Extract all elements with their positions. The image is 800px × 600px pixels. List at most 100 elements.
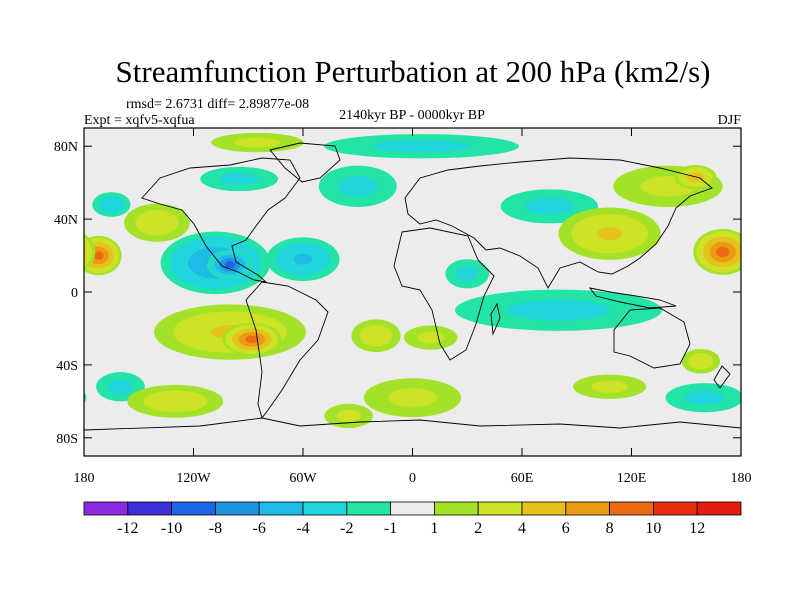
contour-band — [388, 387, 437, 408]
contour-band — [84, 392, 87, 403]
contour-band — [456, 266, 479, 282]
colorbar-label: -12 — [117, 520, 138, 537]
colorbar-swatch — [83, 501, 129, 516]
anomaly-cell-8 — [403, 325, 458, 350]
colorbar-label: -1 — [384, 520, 397, 537]
colorbar-swatch — [653, 501, 698, 516]
coast-north-america — [141, 157, 301, 283]
x-tick-label: 60W — [289, 471, 317, 486]
anomaly-cell-11 — [363, 378, 462, 418]
contour-band — [525, 197, 574, 215]
contour-band — [84, 237, 93, 267]
colorbar: -12 -10 -8 -6 -4 -2 -1 1 2 4 6 8 10 12 — [83, 501, 742, 537]
colorbar-swatch — [214, 501, 260, 516]
contour-band — [338, 175, 378, 197]
anomaly-cell-14 — [92, 192, 131, 217]
coast-south-america — [245, 281, 329, 419]
y-tick-label: 80N — [54, 140, 78, 155]
contour-band — [135, 210, 179, 236]
coast-australia — [613, 307, 691, 369]
contour-band — [596, 227, 623, 241]
colorbar-swatch — [565, 501, 610, 516]
contour-band — [372, 140, 471, 153]
colorbar-swatch — [696, 501, 742, 516]
y-tick-label: 0 — [71, 286, 78, 301]
colorbar-label: -8 — [209, 520, 222, 537]
colorbar-label: 8 — [606, 520, 614, 537]
colorbar-swatch — [346, 501, 391, 516]
anomaly-cell-9 — [84, 383, 741, 413]
coast-antarctica — [84, 417, 741, 431]
contour-band — [359, 324, 393, 347]
coast-new-zealand — [713, 365, 731, 389]
contour-band — [84, 246, 86, 258]
x-tick-label: 60E — [511, 471, 534, 486]
colorbar-label: -2 — [340, 520, 353, 537]
colorbar-label: 6 — [562, 520, 570, 537]
coast-africa — [393, 227, 495, 361]
colorbar-swatch — [433, 501, 479, 516]
contour-band — [219, 172, 259, 186]
season-label: DJF — [718, 113, 742, 128]
anomaly-cell-13 — [573, 374, 647, 399]
contour-band — [93, 251, 104, 260]
axis-ticks: 180 120W 60W 0 60E 120E 180 80N 40N 0 40S 80S — [54, 128, 752, 486]
coast-indonesia — [588, 287, 677, 309]
colorbar-swatch — [302, 501, 348, 516]
contour-band — [224, 261, 236, 268]
contour-band — [417, 331, 445, 344]
anomaly-cell-27 — [222, 322, 282, 356]
colorbar-label: 12 — [689, 520, 705, 537]
x-tick-label: 180 — [731, 471, 752, 486]
colorbar-swatch — [127, 501, 173, 516]
anomaly-cell-0 — [200, 166, 279, 192]
y-tick-label: 40S — [56, 359, 78, 374]
anomaly-cell-18 — [127, 384, 224, 418]
experiment-label: Expt = xqfv5-xqfua — [84, 113, 195, 128]
x-tick-label: 120E — [617, 471, 647, 486]
chart-title: Streamfunction Perturbation at 200 hPa (… — [116, 54, 711, 89]
contour-band — [98, 196, 125, 213]
colorbar-label: 1 — [430, 520, 438, 537]
contour-band — [143, 390, 208, 413]
period-label: 2140kyr BP - 0000kyr BP — [339, 108, 485, 123]
anomaly-cell-3 — [324, 134, 519, 159]
contour-band — [740, 251, 741, 260]
colorbar-swatch — [477, 501, 523, 516]
contour-band — [108, 379, 133, 395]
anomaly-cell-21 — [558, 207, 661, 260]
contour-band — [506, 299, 611, 321]
anomaly-cell-4 — [500, 189, 599, 224]
anomaly-cell-25 — [84, 228, 741, 275]
anomaly-cell-6 — [445, 259, 490, 289]
colorbar-label: 4 — [518, 520, 526, 537]
colorbar-swatch — [521, 501, 567, 516]
colorbar-swatch — [258, 501, 304, 516]
contour-band — [336, 409, 361, 422]
colorbar-swatch — [171, 501, 216, 516]
contour-band — [688, 353, 714, 370]
contour-band — [716, 246, 730, 258]
colorbar-label: -6 — [253, 520, 266, 537]
contour-band — [245, 335, 259, 344]
stats-label: rmsd= 2.6731 diff= 2.89877e-08 — [126, 97, 309, 112]
anomaly-cell-12 — [324, 403, 373, 429]
anomaly-cell-17 — [681, 348, 721, 374]
colorbar-label: -10 — [161, 520, 182, 537]
contour-band — [685, 390, 724, 405]
coast-greenland — [269, 142, 341, 183]
x-tick-label: 120W — [176, 471, 211, 486]
anomaly-cell-2 — [318, 165, 397, 207]
colorbar-label: -4 — [296, 520, 309, 537]
colorbar-label: 10 — [645, 520, 661, 537]
colorbar-swatch — [390, 501, 435, 516]
contour-band — [591, 380, 628, 393]
anomaly-cell-1 — [211, 132, 304, 153]
anomaly-cell-19 — [266, 237, 340, 282]
colorbar-label: 2 — [474, 520, 482, 537]
x-tick-label: 180 — [74, 471, 95, 486]
contour-field — [84, 132, 741, 429]
coast-madagascar — [490, 302, 501, 336]
coastlines — [84, 142, 741, 431]
